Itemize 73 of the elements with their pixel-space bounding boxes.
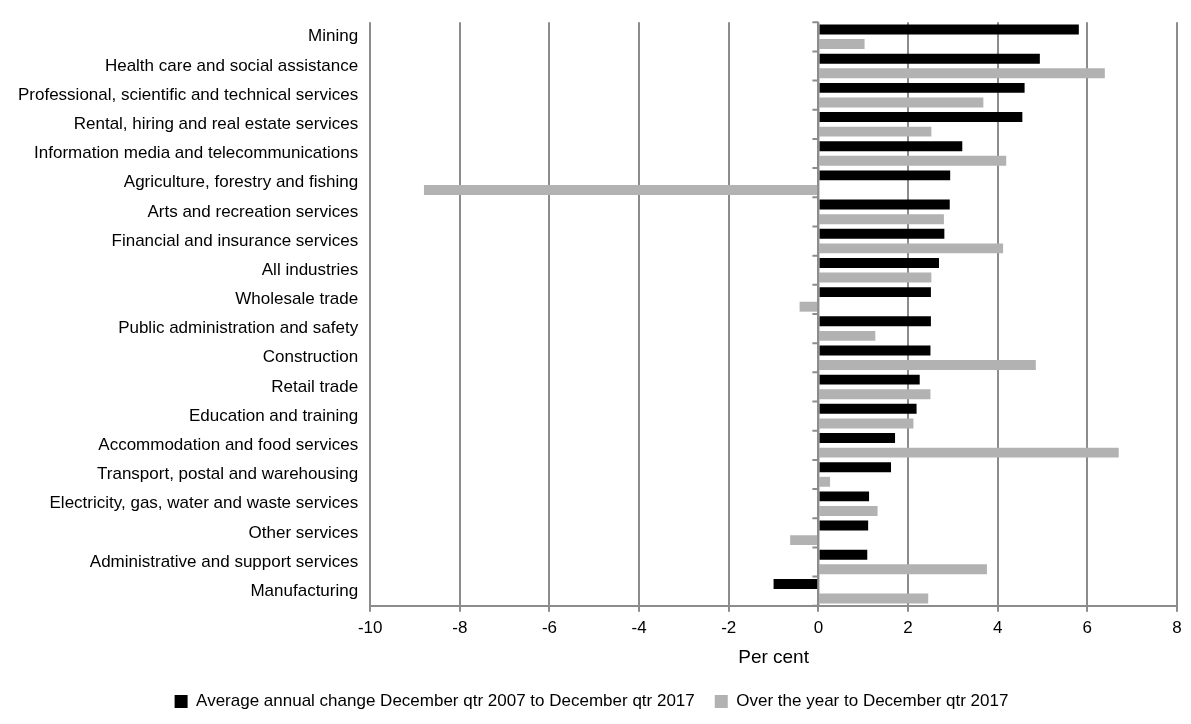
bar	[819, 68, 1105, 79]
bar	[819, 243, 1004, 254]
y-tick-label: Other services	[248, 522, 359, 542]
bar	[819, 214, 944, 225]
y-tick-label: Agriculture, forestry and fishing	[123, 172, 359, 192]
y-tick-label: Electricity, gas, water and waste services	[49, 493, 359, 513]
bar	[773, 578, 818, 589]
y-tick-label: Construction	[262, 347, 359, 367]
x-tick-label: 0	[813, 617, 824, 637]
bar	[819, 433, 896, 443]
x-tick-label: -10	[357, 617, 383, 637]
x-tick-label: 8	[1172, 617, 1182, 637]
y-tick-label: Mining	[308, 26, 359, 46]
bar	[819, 272, 932, 283]
y-tick-label: Rental, hiring and real estate services	[73, 114, 359, 134]
y-tick-label: Information media and telecommunications	[34, 143, 359, 163]
bar	[819, 170, 951, 181]
y-tick-label: All industries	[261, 259, 359, 279]
bar	[819, 447, 1119, 458]
y-tick-label: Wholesale trade	[235, 289, 359, 309]
bar	[423, 185, 818, 195]
bar	[819, 476, 831, 487]
bar	[799, 301, 818, 312]
bar	[819, 593, 929, 604]
bar	[819, 39, 865, 50]
y-tick-label: Transport, postal and warehousing	[97, 464, 359, 484]
bar	[819, 112, 1023, 122]
y-tick-label: Arts and recreation services	[147, 201, 359, 221]
bar	[819, 24, 1079, 35]
x-tick-label: -2	[721, 617, 737, 637]
bar	[819, 418, 914, 429]
x-tick-label: 6	[1082, 617, 1093, 637]
x-tick-label: 2	[903, 617, 913, 637]
bar	[790, 535, 818, 546]
bar	[819, 82, 1025, 93]
y-tick-label: Public administration and safety	[118, 318, 359, 338]
legend-label: Average annual change December qtr 2007 to December qtr 2017	[196, 691, 695, 711]
bar	[819, 360, 1036, 371]
y-tick-label: Financial and insurance services	[111, 230, 359, 250]
y-tick-label: Accommodation and food services	[98, 435, 359, 454]
bar	[819, 491, 870, 502]
bar	[819, 228, 945, 239]
x-tick-label: -8	[452, 617, 468, 637]
y-tick-label: Retail trade	[271, 376, 359, 396]
bar	[819, 97, 984, 108]
bar	[819, 141, 963, 152]
y-tick-label: Education and training	[188, 405, 359, 425]
legend-label: Over the year to December qtr 2017	[736, 691, 1009, 711]
bar	[819, 330, 876, 341]
bar	[819, 345, 931, 356]
bar	[819, 374, 920, 385]
x-axis-title: Per cent	[738, 645, 810, 667]
bar	[819, 53, 1040, 64]
bar	[819, 549, 868, 560]
bar	[819, 462, 892, 473]
x-tick-label: -6	[541, 617, 558, 637]
bar	[819, 520, 869, 531]
bar	[819, 564, 987, 575]
bar	[819, 506, 878, 516]
bar	[819, 257, 939, 268]
bar	[819, 287, 931, 298]
y-tick-label: Professional, scientific and technical services	[17, 84, 359, 104]
bar	[819, 389, 931, 400]
y-tick-label: Manufacturing	[250, 580, 359, 600]
bar	[819, 316, 931, 327]
bar	[819, 126, 932, 137]
x-tick-label: 4	[992, 617, 1003, 637]
bar	[819, 155, 1007, 166]
x-tick-label: -4	[631, 617, 647, 637]
bar	[819, 403, 917, 414]
y-tick-label: Health care and social assistance	[104, 55, 359, 75]
y-tick-label: Administrative and support services	[89, 551, 359, 571]
bar	[819, 199, 950, 210]
